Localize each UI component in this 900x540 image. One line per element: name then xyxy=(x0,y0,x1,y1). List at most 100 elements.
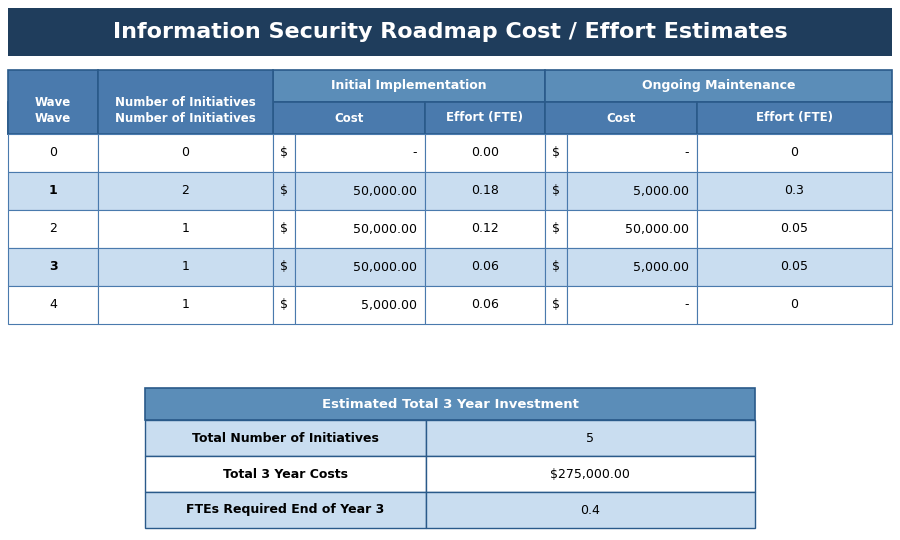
Text: 0: 0 xyxy=(49,146,57,159)
Text: 1: 1 xyxy=(182,299,189,312)
Bar xyxy=(273,134,295,172)
Bar xyxy=(98,172,273,210)
Text: 0: 0 xyxy=(790,299,798,312)
Bar xyxy=(295,210,425,248)
Text: $: $ xyxy=(280,146,288,159)
Text: Wave: Wave xyxy=(35,96,71,109)
Bar xyxy=(426,420,755,456)
Text: 1: 1 xyxy=(182,222,189,235)
Text: 3: 3 xyxy=(49,260,58,273)
Text: Total Number of Initiatives: Total Number of Initiatives xyxy=(192,431,379,444)
Text: $: $ xyxy=(280,260,288,273)
Bar xyxy=(545,134,567,172)
Text: -: - xyxy=(685,299,689,312)
Bar xyxy=(425,286,545,324)
Text: $: $ xyxy=(552,260,560,273)
Bar xyxy=(567,286,697,324)
Text: $: $ xyxy=(552,299,560,312)
Bar xyxy=(295,134,425,172)
Text: Cost: Cost xyxy=(334,111,364,125)
Text: Ongoing Maintenance: Ongoing Maintenance xyxy=(642,79,796,92)
Bar xyxy=(545,102,697,134)
Text: 5,000.00: 5,000.00 xyxy=(361,299,417,312)
Text: 50,000.00: 50,000.00 xyxy=(353,185,417,198)
Bar xyxy=(697,172,892,210)
Text: 0.3: 0.3 xyxy=(785,185,805,198)
Bar xyxy=(545,70,892,102)
Bar xyxy=(8,8,892,56)
Text: Wave: Wave xyxy=(35,111,71,125)
Text: $: $ xyxy=(280,185,288,198)
Bar xyxy=(98,134,273,172)
Bar xyxy=(273,70,545,102)
Bar xyxy=(425,102,545,134)
Text: 50,000.00: 50,000.00 xyxy=(625,222,689,235)
Text: Information Security Roadmap Cost / Effort Estimates: Information Security Roadmap Cost / Effo… xyxy=(112,22,788,42)
Text: 2: 2 xyxy=(50,222,57,235)
Text: $: $ xyxy=(280,222,288,235)
Text: FTEs Required End of Year 3: FTEs Required End of Year 3 xyxy=(186,503,384,516)
Bar xyxy=(697,134,892,172)
Text: -: - xyxy=(412,146,417,159)
Text: Effort (FTE): Effort (FTE) xyxy=(756,111,833,125)
Text: 0: 0 xyxy=(182,146,190,159)
Text: 5,000.00: 5,000.00 xyxy=(633,260,689,273)
Bar xyxy=(98,102,273,134)
Bar xyxy=(8,210,98,248)
Text: Initial Implementation: Initial Implementation xyxy=(331,79,487,92)
Bar xyxy=(273,248,295,286)
Text: 5: 5 xyxy=(586,431,594,444)
Text: 4: 4 xyxy=(50,299,57,312)
Bar xyxy=(426,492,755,528)
Bar xyxy=(545,172,567,210)
Bar xyxy=(567,210,697,248)
Bar xyxy=(545,248,567,286)
Bar xyxy=(567,172,697,210)
Text: 50,000.00: 50,000.00 xyxy=(353,222,417,235)
Text: 1: 1 xyxy=(49,185,58,198)
Bar xyxy=(295,172,425,210)
Bar xyxy=(545,210,567,248)
Bar xyxy=(567,134,697,172)
Bar xyxy=(425,172,545,210)
Text: $: $ xyxy=(552,185,560,198)
Bar xyxy=(697,286,892,324)
Bar xyxy=(425,210,545,248)
Text: -: - xyxy=(685,146,689,159)
Text: 0.06: 0.06 xyxy=(471,260,499,273)
Bar xyxy=(145,456,426,492)
Bar xyxy=(425,134,545,172)
Bar xyxy=(145,492,426,528)
Bar xyxy=(8,248,98,286)
Text: 50,000.00: 50,000.00 xyxy=(353,260,417,273)
Bar xyxy=(273,286,295,324)
Text: 0: 0 xyxy=(790,146,798,159)
Bar xyxy=(273,210,295,248)
Text: 0.4: 0.4 xyxy=(580,503,600,516)
Bar xyxy=(98,286,273,324)
Text: $: $ xyxy=(280,299,288,312)
Bar xyxy=(295,248,425,286)
Text: $275,000.00: $275,000.00 xyxy=(551,468,630,481)
Text: 0.00: 0.00 xyxy=(471,146,499,159)
Text: 1: 1 xyxy=(182,260,189,273)
Text: $: $ xyxy=(552,222,560,235)
Bar xyxy=(98,210,273,248)
Text: Number of Initiatives: Number of Initiatives xyxy=(115,111,256,125)
Text: 0.05: 0.05 xyxy=(780,260,808,273)
Text: 0.06: 0.06 xyxy=(471,299,499,312)
Text: 0.05: 0.05 xyxy=(780,222,808,235)
Bar xyxy=(697,210,892,248)
Text: Estimated Total 3 Year Investment: Estimated Total 3 Year Investment xyxy=(321,397,579,410)
Bar xyxy=(273,172,295,210)
Text: 0.12: 0.12 xyxy=(471,222,499,235)
Bar xyxy=(697,248,892,286)
Bar xyxy=(426,456,755,492)
Text: $: $ xyxy=(552,146,560,159)
Bar xyxy=(98,70,273,134)
Text: Total 3 Year Costs: Total 3 Year Costs xyxy=(223,468,347,481)
Text: 2: 2 xyxy=(182,185,189,198)
Bar xyxy=(697,102,892,134)
Bar xyxy=(273,102,425,134)
Bar xyxy=(567,248,697,286)
